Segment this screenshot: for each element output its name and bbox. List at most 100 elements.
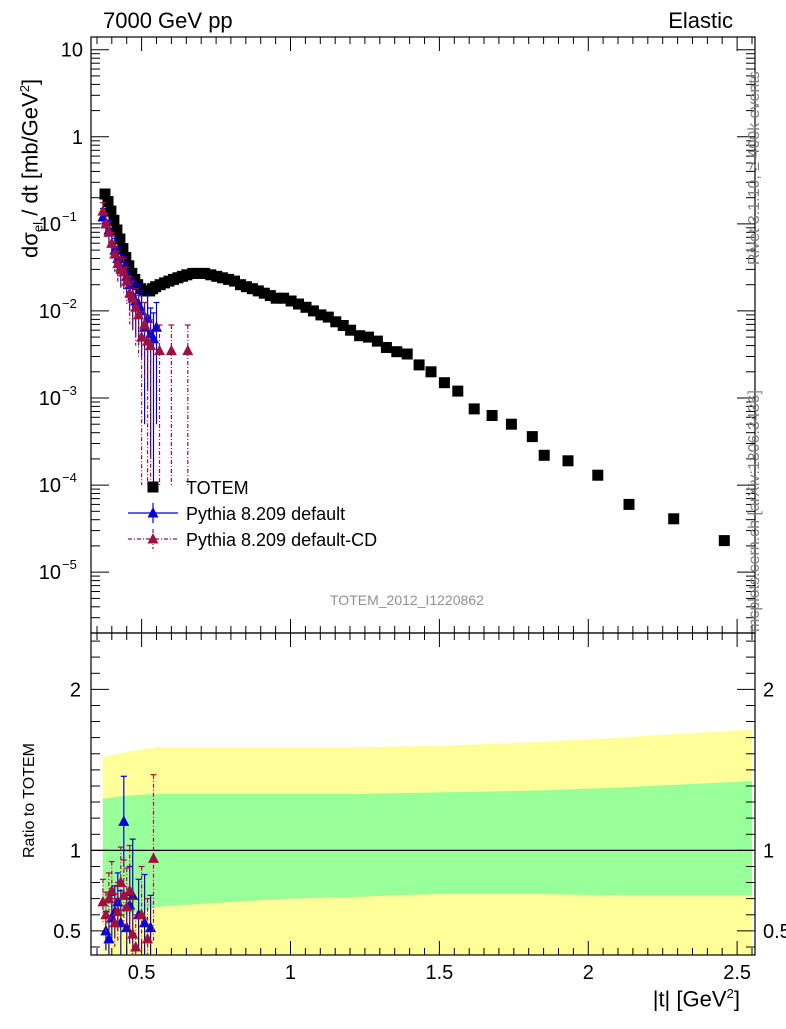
totem-point [452,385,464,397]
main-y-tick-exponent: −4 [62,470,77,485]
ratio-bands [91,729,755,955]
totem-point [99,188,111,200]
ratio-pythia-cd-point [100,908,112,920]
totem-point [718,535,730,547]
main-y-tick-exponent: −5 [62,557,77,572]
main-y-tick-label: 1 [72,127,83,149]
ratio-y-tick-label-right: 2 [763,679,774,701]
totem-point [322,311,334,323]
totem-point [438,377,450,389]
totem-point [486,410,498,421]
totem-point [526,431,538,443]
totem-point [246,283,258,295]
main-y-ticks [91,49,755,634]
totem-point [258,287,270,299]
totem-point [315,309,327,321]
totem-point [371,335,383,347]
x-tick-label: 0.5 [128,962,156,984]
totem-point [117,243,129,255]
main-y-axis-label: dσel / dt [mb/GeV2] [17,78,46,258]
ratio-pythia-cd-point [142,932,154,944]
totem-point [240,281,252,293]
main-y-tick-exponent: −2 [62,296,77,311]
totem-point [307,305,319,317]
totem-point [111,224,123,236]
x-tick-label: 1.5 [425,962,453,984]
legend-label-1: Pythia 8.209 default [186,504,345,524]
totem-point [278,292,290,304]
totem-point [235,279,246,291]
pythia-cd-point [97,205,109,216]
process-label: Elastic [668,8,733,33]
main-data-marks [97,188,730,547]
ratio-y-tick-label-right: 1 [763,840,774,862]
totem-point [425,366,437,378]
ratio-panel-frame [90,632,756,956]
totem-point [108,214,120,226]
pythia-cd-point [154,344,165,356]
totem-point [285,295,297,307]
totem-point [330,316,342,328]
ratio-pythia-cd-point [106,884,118,896]
totem-point [264,290,276,302]
main-y-tick-label: 10 [61,40,83,62]
totem-point [126,267,138,279]
totem-point [199,267,211,279]
totem-point [380,342,392,353]
totem-point [105,205,117,217]
totem-point [401,348,413,360]
ratio-y-ticks [91,640,755,948]
totem-point [217,272,229,284]
totem-point [468,403,480,415]
main-y-tick-label: 10 [39,562,61,584]
legend-label-2: Pythia 8.209 default-CD [186,530,377,550]
totem-point [252,285,264,297]
totem-point [623,498,635,510]
totem-point [229,275,240,287]
ratio-pythia-cd-point [124,884,136,896]
x-axis-label: |t| [GeV2] [652,986,740,1012]
totem-point [391,346,403,358]
main-y-tick-label: 10 [39,301,61,323]
totem-point [505,418,517,430]
pythia-cd-point [130,301,142,312]
totem-point [123,260,135,272]
totem-point [562,455,574,467]
totem-point [181,269,193,281]
totem-point [300,301,312,313]
ratio-y-tick-label-left: 1 [70,840,81,862]
pythia-cd-point [133,308,145,320]
pythia-default-point [151,321,162,332]
totem-point [187,267,199,279]
main-y-tick-exponent: −1 [62,209,77,224]
pythia-cd-point [182,344,194,356]
totem-point [592,469,604,481]
x-tick-label: 2.5 [723,962,751,984]
x-tick-label: 2 [583,962,594,984]
main-y-tick-label: 10 [39,388,61,410]
pythia-cd-point [165,344,177,356]
rivet-version-note: Rivet 3.1.10, ≥ 400k events [746,71,763,265]
main-y-tick-label: 10 [39,214,61,236]
totem-point [270,292,282,304]
ratio-band-inner [102,781,752,918]
pythia-cd-point [109,248,121,259]
legend-label-0: TOTEM [186,478,249,498]
ratio-pythia-cd-point [136,908,148,920]
totem-point [223,273,235,285]
ratio-pythia-cd-point [148,852,159,863]
totem-point [205,269,217,281]
ratio-pythia-default-point [118,815,130,826]
collision-label: 7000 GeV pp [103,8,233,33]
main-y-tick-label: 10 [39,475,61,497]
pythia-cd-point [145,339,157,351]
legend-marker-pythia [147,507,159,518]
ratio-data-marks [97,774,159,955]
x-axis-ticks [96,37,753,955]
totem-point [538,449,550,461]
analysis-id-label: TOTEM_2012_I1220862 [330,592,484,608]
main-y-tick-exponent: −3 [62,383,77,398]
mcplots-source-note: mcplots.cern.ch [arXiv:1306.3436] [746,390,763,632]
